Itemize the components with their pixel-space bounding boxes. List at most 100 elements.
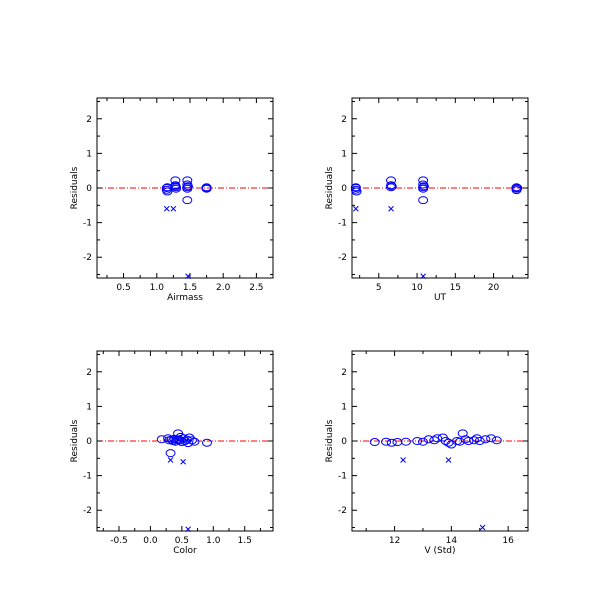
y-tick-label: -1 — [338, 219, 347, 229]
data-point-circle — [174, 436, 185, 445]
plot-frame — [96, 97, 274, 279]
data-point-circle — [392, 438, 403, 447]
data-point-circle — [412, 437, 423, 445]
data-point-circle — [162, 187, 173, 196]
data-point-circle — [201, 184, 212, 192]
data-point-circle — [417, 437, 428, 446]
y-tick-label: 2 — [341, 368, 347, 378]
data-point-x — [163, 205, 170, 212]
data-point-circle — [429, 436, 440, 445]
y-tick-label: -2 — [83, 253, 92, 263]
x-tick-label: 0.0 — [143, 536, 158, 546]
x-tick-label: 15 — [450, 283, 461, 293]
plot-frame — [351, 350, 529, 532]
x-axis-label: Color — [173, 546, 197, 556]
plot-frame — [96, 350, 274, 532]
data-point-x — [352, 205, 359, 212]
data-point-circle — [418, 184, 429, 193]
y-tick-label: 2 — [86, 115, 92, 125]
data-point-circle — [186, 436, 197, 445]
data-point-circle — [511, 186, 522, 195]
data-point-x — [420, 273, 427, 280]
data-point-circle — [432, 434, 443, 443]
data-point-circle — [469, 436, 480, 445]
data-point-circle — [474, 437, 485, 445]
data-point-circle — [156, 435, 167, 444]
y-tick-label: -2 — [338, 506, 347, 516]
data-point-x — [388, 205, 394, 212]
data-point-x — [479, 524, 486, 531]
y-tick-label: 1 — [341, 402, 347, 412]
data-point-circle — [171, 184, 182, 193]
data-point-x — [400, 457, 406, 463]
data-point-circle — [350, 183, 361, 192]
data-point-circle — [369, 438, 380, 447]
data-point-circle — [386, 182, 397, 191]
y-axis-label: Residuals — [70, 419, 80, 462]
x-tick-label: 0.5 — [175, 536, 189, 546]
data-point-x — [185, 273, 191, 280]
x-tick-label: 0.5 — [116, 283, 130, 293]
x-axis-label: V (Std) — [425, 546, 456, 556]
x-tick-label: 10 — [411, 283, 423, 293]
data-point-circle — [182, 184, 193, 193]
y-tick-label: 0 — [86, 184, 92, 194]
y-tick-label: 0 — [341, 184, 347, 194]
data-point-circle — [423, 435, 434, 444]
data-point-circle — [165, 449, 176, 458]
x-tick-label: 2.0 — [216, 283, 231, 293]
y-tick-label: 1 — [86, 149, 92, 159]
y-tick-label: -1 — [83, 472, 92, 482]
data-point-circle — [460, 435, 471, 444]
y-tick-label: 1 — [86, 402, 92, 412]
x-tick-label: 14 — [446, 536, 458, 546]
y-tick-label: -2 — [83, 506, 92, 516]
data-point-circle — [386, 181, 397, 190]
x-tick-label: 1.0 — [206, 536, 221, 546]
data-point-circle — [400, 437, 411, 446]
y-axis-label: Residuals — [70, 166, 80, 209]
chart-panel-2: -2 -1 0 1 2 5 10 15 20 UT Residuals — [325, 97, 529, 303]
data-point-circle — [480, 435, 491, 444]
x-tick-label: 1.0 — [150, 283, 165, 293]
y-tick-label: 0 — [341, 437, 347, 447]
data-point-x — [445, 457, 452, 463]
y-axis-label: Residuals — [325, 166, 335, 209]
x-tick-label: 12 — [389, 536, 400, 546]
data-point-circle — [491, 436, 502, 445]
data-point-circle — [181, 435, 192, 444]
chart-panel-3: -2 -1 0 1 2 -0.5 0.0 0.5 1.0 1.5 Color Residuals — [70, 350, 274, 556]
data-point-x — [180, 458, 186, 465]
y-tick-label: -2 — [338, 253, 347, 263]
x-tick-label: 1.5 — [183, 283, 197, 293]
y-axis-label: Residuals — [325, 419, 335, 462]
y-tick-label: 0 — [86, 437, 92, 447]
data-point-circle — [189, 437, 200, 446]
x-axis-label: UT — [434, 293, 447, 303]
x-tick-label: -0.5 — [110, 536, 128, 546]
data-point-x — [167, 457, 174, 463]
y-tick-label: 1 — [341, 149, 347, 159]
data-point-circle — [463, 437, 474, 445]
y-tick-label: -1 — [83, 219, 92, 229]
data-point-circle — [381, 437, 392, 446]
data-point-circle — [386, 183, 397, 192]
data-point-x — [185, 526, 191, 533]
data-point-circle — [182, 196, 193, 205]
x-tick-label: 1.5 — [238, 536, 252, 546]
data-point-circle — [418, 196, 429, 205]
data-point-circle — [183, 439, 194, 448]
x-tick-label: 5 — [376, 283, 382, 293]
x-tick-label: 2.5 — [249, 283, 263, 293]
y-tick-label: 2 — [341, 115, 347, 125]
x-tick-label: 20 — [488, 283, 500, 293]
data-point-circle — [386, 438, 397, 447]
data-point-circle — [443, 438, 454, 447]
x-tick-label: 16 — [502, 536, 514, 546]
y-tick-label: 2 — [86, 368, 92, 378]
data-point-circle — [486, 434, 497, 443]
y-tick-label: -1 — [338, 472, 347, 482]
chart-panel-1: -2 -1 0 1 2 0.5 1.0 1.5 2.0 2.5 Airmass Residuals — [70, 97, 274, 303]
